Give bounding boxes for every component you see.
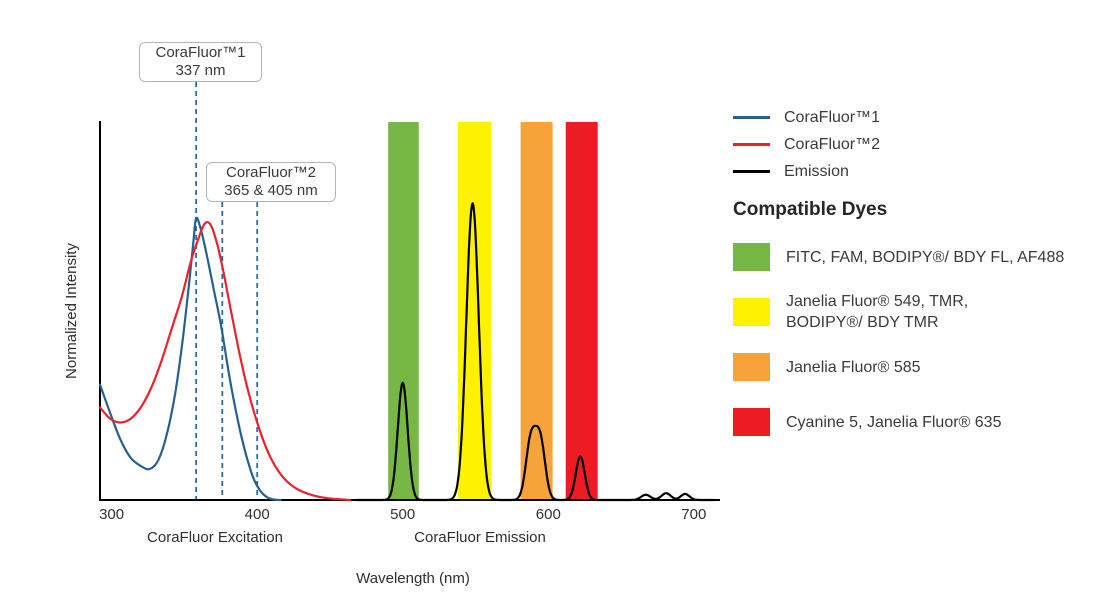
x-tick-label-700: 700: [681, 506, 706, 523]
corafluor-2-excitation-curve: [98, 221, 352, 502]
dye-swatch-green: [733, 243, 770, 271]
emission-line-sample: [733, 170, 770, 173]
legend-label-corafluor1: CoraFluor™1: [784, 108, 881, 126]
corafluor2-line-sample: [733, 143, 770, 146]
dye-swatch-orange: [733, 353, 770, 381]
dye-swatch-red: [733, 408, 770, 436]
x-tick-label-300: 300: [99, 506, 124, 523]
legend-label-corafluor2: CoraFluor™2: [784, 135, 881, 153]
callout-corafluor2-title: CoraFluor™2: [225, 164, 317, 181]
compatible-dyes-heading: Compatible Dyes: [733, 199, 888, 220]
dye-list: FITC, FAM, BODIPY®/ BDY FL, AF488 Janeli…: [733, 243, 1068, 436]
plot-layers: [98, 82, 720, 502]
dye-row-yellow: Janelia Fluor® 549, TMR, BODIPY®/ BDY TM…: [733, 293, 1068, 331]
x-tick-label-600: 600: [536, 506, 561, 523]
x-axis-title: Wavelength (nm): [356, 570, 470, 587]
legend-entry-corafluor2: CoraFluor™2: [733, 131, 1068, 158]
callout-corafluor1-title: CoraFluor™1: [155, 44, 246, 61]
callout-corafluor1: CoraFluor™1 337 nm: [139, 42, 262, 82]
dye-row-orange: Janelia Fluor® 585: [733, 353, 1068, 381]
x-tick-label-400: 400: [245, 506, 270, 523]
callout-corafluor1-value: 337 nm: [175, 62, 226, 79]
legend: CoraFluor™1 CoraFluor™2 Emission Compati…: [733, 104, 1068, 463]
dye-swatch-yellow: [733, 298, 770, 326]
emission-emission-curve: [355, 202, 716, 502]
dye-band-yellow: [458, 122, 492, 500]
dye-band-green: [388, 122, 419, 500]
dye-label-red: Cyanine 5, Janelia Fluor® 635: [786, 413, 1002, 431]
legend-entry-emission: Emission: [733, 158, 1068, 185]
excitation-section-label: CoraFluor Excitation: [147, 529, 283, 546]
dye-label-yellow: Janelia Fluor® 549, TMR, BODIPY®/ BDY TM…: [786, 293, 969, 331]
legend-label-emission: Emission: [784, 162, 849, 180]
dye-band-red: [565, 122, 598, 500]
dye-row-green: FITC, FAM, BODIPY®/ BDY FL, AF488: [733, 243, 1068, 271]
callout-corafluor2-value: 365 & 405 nm: [224, 182, 318, 199]
callout-corafluor2: CoraFluor™2 365 & 405 nm: [206, 162, 336, 202]
dye-band-orange: [520, 122, 553, 500]
y-axis-title: Normalized Intensity: [63, 243, 80, 379]
x-tick-label-500: 500: [390, 506, 415, 523]
corafluor-1-excitation-curve: [98, 216, 282, 502]
dye-row-red: Cyanine 5, Janelia Fluor® 635: [733, 408, 1068, 436]
emission-section-label: CoraFluor Emission: [414, 529, 546, 546]
corafluor1-line-sample: [733, 116, 770, 119]
dye-label-green: FITC, FAM, BODIPY®/ BDY FL, AF488: [786, 248, 1065, 266]
dye-label-orange: Janelia Fluor® 585: [786, 358, 921, 376]
legend-entry-corafluor1: CoraFluor™1: [733, 104, 1068, 131]
